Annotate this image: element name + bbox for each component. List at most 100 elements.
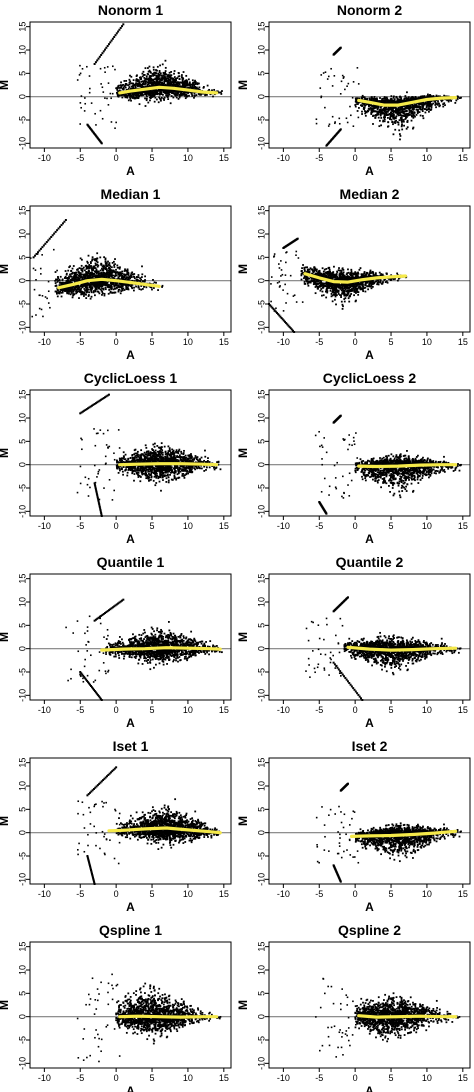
data-point: [300, 273, 303, 276]
data-point: [108, 284, 110, 286]
data-point: [365, 99, 368, 102]
data-point: [374, 99, 377, 102]
outlier-point: [115, 121, 117, 124]
data-point: [146, 95, 148, 98]
data-point: [412, 126, 415, 129]
data-point: [375, 106, 378, 108]
data-point: [154, 90, 157, 93]
data-point: [137, 279, 140, 282]
data-point: [128, 78, 131, 81]
data-point: [59, 289, 62, 291]
data-point: [76, 276, 79, 279]
data-point: [66, 282, 69, 285]
data-point: [389, 277, 392, 280]
data-point: [420, 95, 423, 98]
data-point: [300, 278, 303, 281]
data-point: [158, 73, 161, 76]
data-point: [91, 281, 94, 284]
data-point: [157, 81, 160, 84]
outlier-point: [89, 87, 91, 90]
data-point: [84, 289, 87, 292]
data-point: [131, 279, 134, 282]
data-point: [173, 93, 176, 96]
data-point: [396, 113, 399, 116]
data-point: [176, 83, 179, 85]
data-point: [413, 111, 416, 114]
diagonal-streak-point: [41, 246, 44, 249]
data-point: [96, 263, 99, 266]
data-point: [388, 101, 390, 104]
data-point: [172, 96, 175, 99]
data-point: [73, 277, 76, 280]
data-point: [125, 286, 128, 289]
data-point: [331, 274, 334, 277]
data-point: [207, 89, 210, 92]
data-point: [419, 105, 422, 108]
data-point: [99, 288, 102, 291]
data-point: [55, 290, 57, 293]
outlier-point: [33, 288, 36, 291]
data-point: [131, 96, 133, 98]
data-point: [172, 77, 175, 80]
data-point: [100, 283, 103, 286]
data-point: [337, 293, 340, 295]
data-point: [181, 94, 184, 96]
data-point: [80, 264, 83, 267]
outlier-point: [79, 123, 82, 125]
data-point: [164, 70, 167, 72]
data-point: [90, 291, 93, 294]
data-point: [400, 108, 402, 111]
data-point: [411, 107, 414, 110]
data-point: [381, 273, 384, 276]
data-point: [391, 101, 394, 104]
data-point: [72, 290, 75, 293]
data-point: [356, 110, 359, 112]
data-point: [123, 283, 126, 286]
data-point: [158, 71, 161, 74]
data-point: [107, 269, 110, 272]
data-point: [160, 81, 163, 84]
data-point: [81, 285, 84, 288]
data-point: [208, 88, 211, 91]
data-point: [92, 282, 95, 285]
data-point: [156, 79, 158, 81]
data-point: [397, 121, 400, 124]
data-point: [151, 96, 154, 98]
plot-frame: [29, 205, 232, 333]
data-point: [116, 87, 119, 90]
data-point: [400, 119, 403, 122]
data-point: [165, 85, 168, 87]
data-point: [154, 71, 157, 74]
data-point: [440, 98, 442, 101]
data-point: [378, 110, 381, 113]
data-point: [81, 276, 84, 279]
data-point: [391, 107, 394, 110]
data-point: [148, 69, 151, 72]
outlier-point: [79, 72, 82, 75]
data-point: [303, 275, 306, 278]
data-point: [140, 80, 143, 83]
data-point: [454, 101, 457, 104]
data-point: [443, 94, 446, 97]
data-point: [66, 292, 69, 295]
data-point: [382, 101, 385, 104]
data-point: [169, 90, 172, 93]
data-point: [435, 95, 438, 98]
data-point: [152, 73, 155, 76]
data-point: [442, 103, 445, 106]
data-point: [173, 72, 175, 75]
data-point: [195, 86, 198, 89]
data-point: [455, 99, 458, 102]
data-point: [157, 72, 160, 75]
data-point: [159, 91, 162, 94]
data-point: [65, 280, 68, 282]
data-point: [182, 71, 185, 73]
data-point: [145, 94, 148, 97]
data-point: [84, 265, 87, 267]
data-point: [94, 290, 97, 293]
data-point: [403, 115, 406, 118]
data-point: [91, 276, 94, 278]
data-point: [335, 303, 337, 306]
data-point: [369, 281, 371, 284]
data-point: [425, 96, 428, 99]
